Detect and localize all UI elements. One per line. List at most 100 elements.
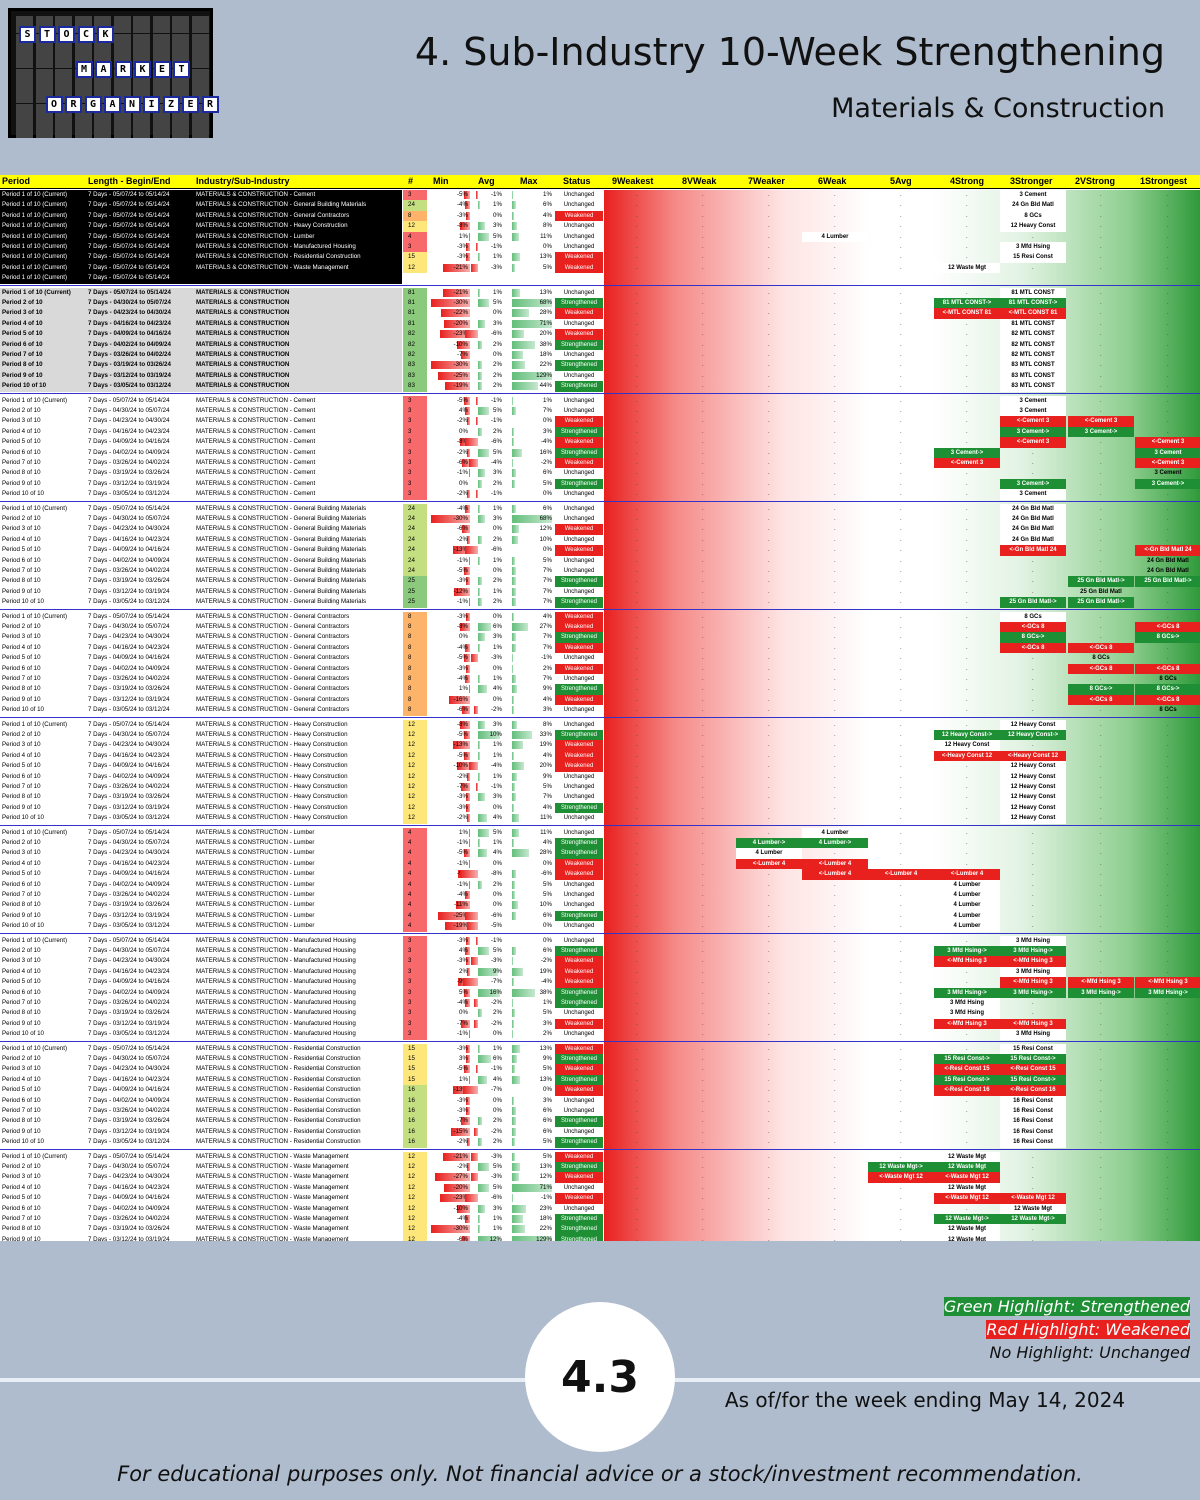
empty-tier-dot: . — [966, 665, 968, 672]
table-row: Period 2 of 10 7 Days - 04/30/24 to 05/07… — [0, 514, 1200, 525]
empty-tier-dot: . — [768, 763, 770, 770]
empty-tier-dot: . — [900, 1066, 902, 1073]
avg-bar — [478, 849, 487, 858]
min-value: -4% — [456, 1215, 468, 1222]
row-text: MATERIALS & CONSTRUCTION - Residential C… — [196, 253, 361, 261]
min-value: -4% — [456, 999, 468, 1006]
empty-tier-dot: . — [1167, 588, 1169, 595]
table-row: Period 10 of 10 7 Days - 03/05/24 to 03/1… — [0, 813, 1200, 824]
empty-tier-dot: . — [900, 264, 902, 271]
empty-tier-dot: . — [1100, 1216, 1102, 1222]
row-text: Period 4 of 10 — [2, 751, 41, 759]
logo-tile — [191, 33, 209, 51]
max-value: 5% — [543, 1138, 552, 1146]
empty-tier-dot: . — [702, 1118, 704, 1125]
table-row: Period 10 of 10 7 Days - 03/05/24 to 03/1… — [0, 1029, 1200, 1040]
empty-tier-dot: . — [834, 1000, 836, 1006]
count-cell — [403, 210, 427, 222]
min-value: -6% — [456, 525, 468, 533]
empty-tier-dot: . — [636, 1164, 638, 1170]
empty-tier-dot: . — [1167, 264, 1169, 271]
count-cell — [403, 848, 427, 859]
tier-marker: 3 Mfd Hsing — [1000, 1029, 1066, 1040]
tier-marker: 8 GCs-> — [1000, 632, 1066, 643]
table-row: Period 5 of 10 7 Days - 04/09/24 to 04/16… — [0, 1085, 1200, 1096]
min-bar — [453, 1086, 470, 1095]
tier-marker: <-GCs 8 — [1135, 663, 1200, 674]
tier-marker: 4 Lumber — [934, 890, 1000, 901]
empty-tier-dot: . — [966, 491, 968, 498]
empty-tier-dot: . — [768, 784, 770, 790]
status-badge: Weakened — [555, 1151, 603, 1162]
empty-tier-dot: . — [636, 547, 638, 554]
count-value: 83 — [408, 382, 415, 390]
row-text: Period 1 of 10 (Current) — [2, 243, 67, 250]
empty-tier-dot: . — [1032, 850, 1034, 857]
empty-tier-dot: . — [900, 840, 902, 846]
row-text: MATERIALS & CONSTRUCTION - General Contr… — [196, 675, 350, 682]
row-label-bg — [0, 478, 402, 490]
row-text: Period 8 of 10 — [2, 577, 41, 585]
row-text: 7 Days - 03/19/24 to 03/26/24 — [88, 1225, 170, 1233]
avg-bar — [478, 685, 487, 694]
empty-tier-dot: . — [900, 192, 902, 198]
max-value: 3% — [543, 1019, 552, 1027]
empty-tier-dot: . — [834, 665, 836, 672]
logo-tile — [16, 68, 33, 86]
empty-tier-dot: . — [966, 1118, 968, 1125]
empty-tier-dot: . — [636, 397, 638, 404]
max-value: -4% — [540, 438, 552, 446]
row-text: MATERIALS & CONSTRUCTION - Lumber — [196, 870, 315, 878]
max-value: -4% — [540, 978, 552, 986]
empty-tier-dot: . — [702, 557, 704, 564]
table-row: Period 5 of 10 7 Days - 04/09/24 to 04/16… — [0, 761, 1200, 772]
tier-marker: <-Waste Mgt 12 — [1000, 1193, 1066, 1204]
tier-marker: <-GCs 8 — [1068, 663, 1134, 674]
row-text: Period 9 of 10 — [2, 587, 41, 595]
count-value: 16 — [408, 1096, 415, 1104]
empty-tier-dot: . — [834, 881, 836, 888]
row-text: 7 Days - 04/16/24 to 04/23/24 — [88, 427, 170, 435]
table-row: Period 1 of 10 (Current) 7 Days - 05/07/2… — [0, 719, 1200, 730]
empty-tier-dot: . — [636, 254, 638, 261]
avg-bar — [475, 936, 478, 945]
empty-tier-dot: . — [702, 634, 704, 641]
count-value: 12 — [408, 793, 415, 801]
table-row: Period 6 of 10 7 Days - 04/02/24 to 04/09… — [0, 987, 1200, 998]
row-text: 7 Days - 04/02/24 to 04/09/24 — [88, 448, 170, 456]
empty-tier-dot: . — [966, 1108, 968, 1114]
empty-tier-dot: . — [900, 696, 902, 703]
count-cell — [403, 252, 427, 263]
row-label-bg — [0, 360, 402, 371]
empty-tier-dot: . — [834, 815, 836, 822]
tier-marker: 8 GCs — [1159, 676, 1177, 682]
empty-tier-dot: . — [636, 958, 638, 965]
empty-tier-dot: . — [1100, 968, 1102, 975]
min-bar — [460, 1117, 470, 1126]
empty-tier-dot: . — [702, 892, 704, 898]
column-header: 3Stronger — [1010, 176, 1053, 186]
empty-tier-dot: . — [636, 871, 638, 878]
max-value: 11% — [540, 828, 552, 836]
max-value: 19% — [539, 741, 552, 749]
row-text: 7 Days - 04/30/24 to 05/07/24 — [88, 1163, 170, 1170]
count-value: 12 — [408, 751, 415, 759]
row-label-bg — [0, 1085, 402, 1096]
avg-value: -6% — [490, 330, 502, 338]
empty-tier-dot: . — [834, 320, 836, 327]
empty-tier-dot: . — [900, 1020, 902, 1027]
empty-tier-dot: . — [1167, 815, 1169, 822]
table-row: Period 3 of 10 7 Days - 04/23/24 to 04/30… — [0, 308, 1200, 319]
empty-tier-dot: . — [900, 233, 902, 240]
table-row: Period 2 of 10 7 Days - 04/30/24 to 05/07… — [0, 730, 1200, 741]
count-value: 12 — [408, 1225, 415, 1233]
row-text: 7 Days - 05/07/24 to 05/14/24 — [88, 201, 170, 209]
count-cell — [403, 1172, 427, 1183]
table-row: Period 5 of 10 7 Days - 04/09/24 to 04/16… — [0, 869, 1200, 880]
min-value: -13% — [453, 546, 468, 554]
empty-tier-dot: . — [966, 979, 968, 986]
status-badge: Weakened — [555, 956, 603, 967]
empty-tier-dot: . — [636, 644, 638, 651]
empty-tier-dot: . — [966, 320, 968, 327]
row-text: 7 Days - 04/30/24 to 05/07/24 — [88, 839, 170, 846]
